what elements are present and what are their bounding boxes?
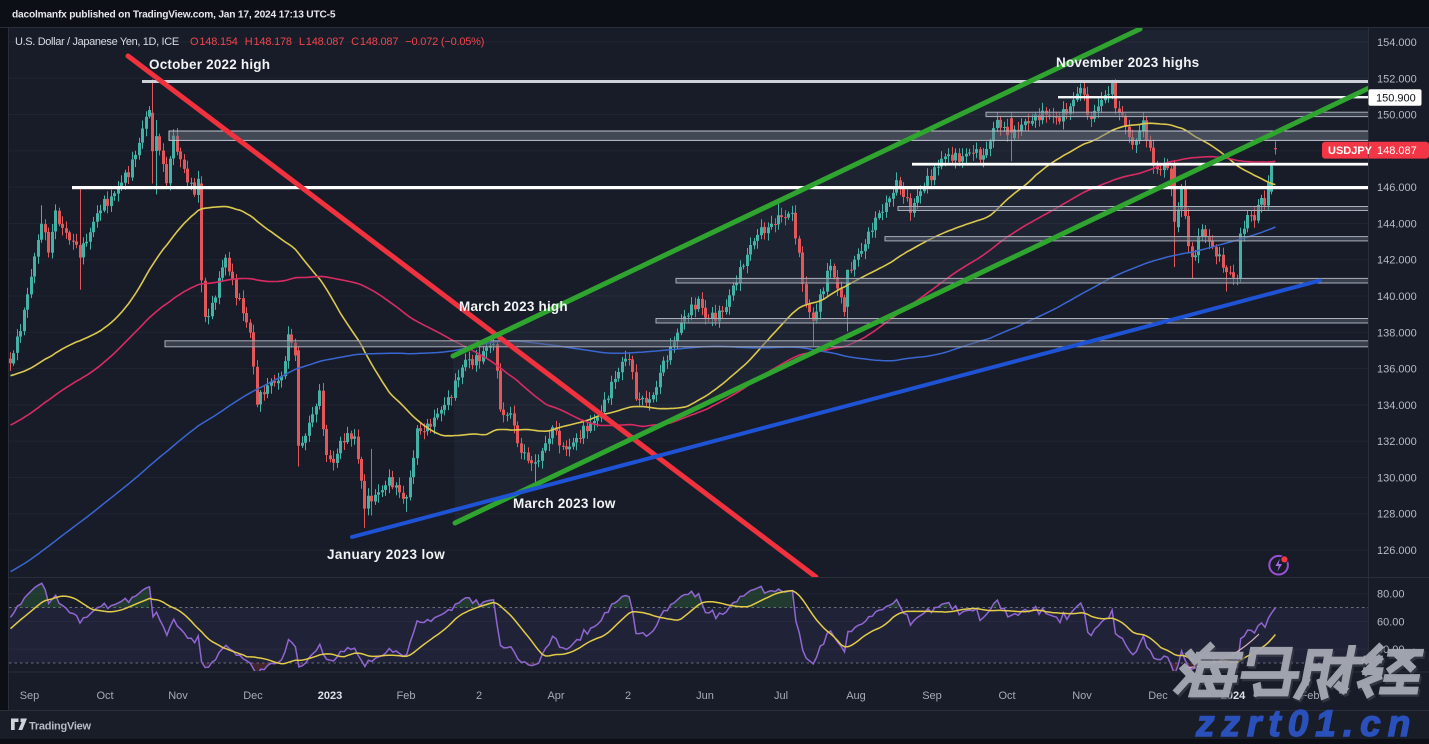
svg-text:2023: 2023 bbox=[318, 690, 342, 702]
svg-text:Oct: Oct bbox=[96, 690, 113, 702]
svg-text:136.000: 136.000 bbox=[1377, 364, 1417, 376]
svg-text:60.00: 60.00 bbox=[1377, 616, 1405, 628]
svg-text:March 2023 high: March 2023 high bbox=[459, 299, 568, 314]
svg-text:January 2023 low: January 2023 low bbox=[327, 547, 445, 562]
svg-text:142.000: 142.000 bbox=[1377, 255, 1417, 267]
svg-text:USDJPY: USDJPY bbox=[1328, 145, 1373, 157]
svg-text:Sep: Sep bbox=[922, 690, 942, 702]
svg-text:dacolmanfx published on Tradin: dacolmanfx published on TradingView.com,… bbox=[12, 10, 336, 21]
svg-text:146.000: 146.000 bbox=[1377, 182, 1417, 194]
svg-text:Nov: Nov bbox=[1072, 690, 1092, 702]
svg-text:October 2022 high: October 2022 high bbox=[149, 57, 270, 72]
svg-text:Jul: Jul bbox=[774, 690, 788, 702]
svg-text:140.000: 140.000 bbox=[1377, 291, 1417, 303]
svg-text:Aug: Aug bbox=[846, 690, 866, 702]
svg-text:November 2023 highs: November 2023 highs bbox=[1056, 55, 1199, 70]
svg-text:Nov: Nov bbox=[168, 690, 188, 702]
svg-text:Dec: Dec bbox=[243, 690, 263, 702]
svg-text:TradingView: TradingView bbox=[29, 721, 92, 733]
svg-text:154.000: 154.000 bbox=[1377, 37, 1417, 49]
svg-text:80.00: 80.00 bbox=[1377, 589, 1405, 601]
svg-text:Dec: Dec bbox=[1148, 690, 1168, 702]
svg-text:150.000: 150.000 bbox=[1377, 110, 1417, 122]
svg-text:126.000: 126.000 bbox=[1377, 545, 1417, 557]
svg-text:150.900: 150.900 bbox=[1376, 93, 1416, 105]
svg-text:March 2023 low: March 2023 low bbox=[513, 496, 616, 511]
svg-text:132.000: 132.000 bbox=[1377, 436, 1417, 448]
svg-text:138.000: 138.000 bbox=[1377, 327, 1417, 339]
svg-text:U.S. Dollar / Japanese Yen, 1D: U.S. Dollar / Japanese Yen, 1D, ICE bbox=[15, 36, 179, 48]
svg-text:2: 2 bbox=[625, 690, 631, 702]
svg-text:Sep: Sep bbox=[20, 690, 40, 702]
svg-text:2: 2 bbox=[476, 690, 482, 702]
svg-text:134.000: 134.000 bbox=[1377, 400, 1417, 412]
svg-text:Feb: Feb bbox=[397, 690, 416, 702]
svg-text:Oct: Oct bbox=[998, 690, 1015, 702]
svg-text:Jun: Jun bbox=[696, 690, 714, 702]
svg-text:144.000: 144.000 bbox=[1377, 218, 1417, 230]
svg-text:130.000: 130.000 bbox=[1377, 472, 1417, 484]
svg-text:128.000: 128.000 bbox=[1377, 509, 1417, 521]
svg-text:148.087: 148.087 bbox=[1377, 145, 1417, 157]
svg-text:152.000: 152.000 bbox=[1377, 73, 1417, 85]
svg-text:Apr: Apr bbox=[547, 690, 564, 702]
svg-text:zzrt01.cn: zzrt01.cn bbox=[1195, 703, 1417, 739]
